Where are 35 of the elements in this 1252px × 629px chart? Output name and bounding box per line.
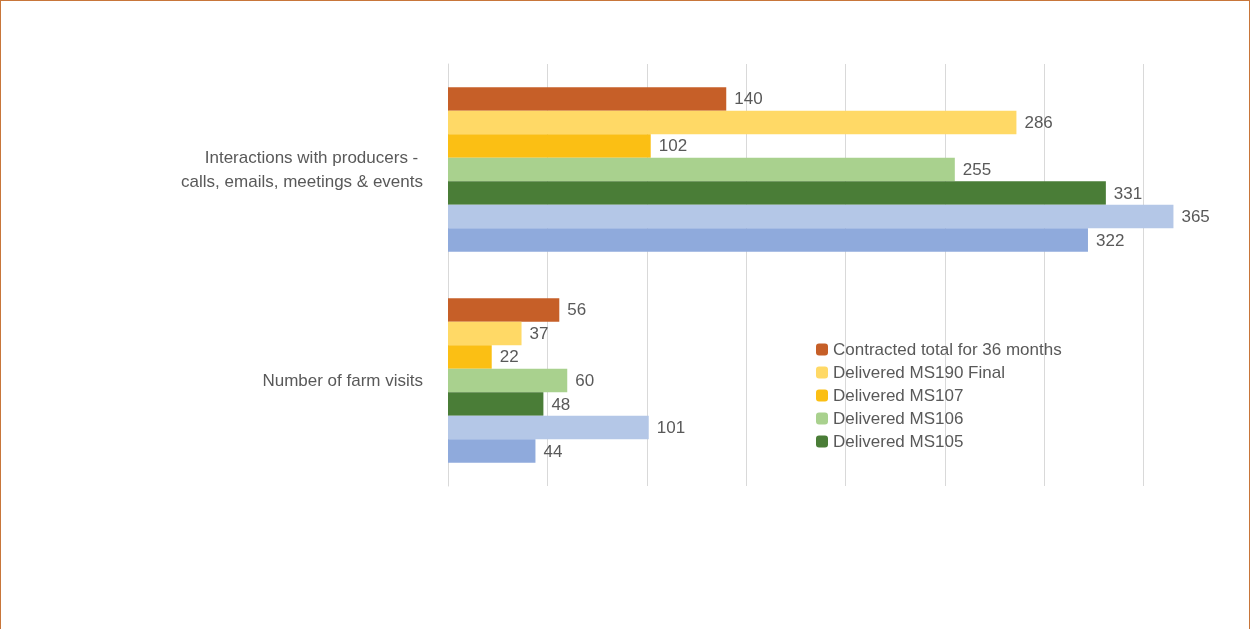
legend-label: Delivered MS107 <box>833 386 964 405</box>
data-label: 60 <box>575 371 595 390</box>
bar <box>448 415 649 440</box>
data-label: 365 <box>1181 207 1210 227</box>
y-tick-label: Number of farm visits <box>262 371 423 390</box>
bar <box>448 181 1106 205</box>
bar <box>448 368 568 393</box>
bar <box>448 439 536 463</box>
data-label: 101 <box>656 418 686 438</box>
y-tick-label: Interactions with producers - calls, emails, meetings & events <box>181 148 423 191</box>
legend-label: Delivered MS106 <box>833 409 964 428</box>
bar <box>448 87 727 111</box>
legend-label: Delivered MS190 Final <box>833 363 1005 382</box>
legend-label: Delivered MS105 <box>833 432 964 451</box>
data-label: 37 <box>529 323 549 343</box>
bar <box>448 228 1088 252</box>
bar <box>448 134 651 158</box>
bar <box>448 321 522 346</box>
data-label: 331 <box>1113 183 1143 203</box>
bar <box>448 345 492 369</box>
data-label: 322 <box>1095 230 1125 250</box>
bar <box>448 157 955 182</box>
legend-label: Contracted total for 36 months <box>833 340 1062 359</box>
data-label: 286 <box>1024 112 1053 132</box>
data-label: 44 <box>543 441 563 461</box>
bar <box>448 298 560 322</box>
data-label: 22 <box>499 347 519 367</box>
bar <box>448 392 544 416</box>
bar <box>448 110 1017 135</box>
data-label: 255 <box>962 160 992 179</box>
data-label: 56 <box>567 300 587 320</box>
data-label: 48 <box>551 394 571 414</box>
data-label: 102 <box>658 136 688 156</box>
data-label: 140 <box>734 89 763 109</box>
bar <box>448 204 1174 229</box>
